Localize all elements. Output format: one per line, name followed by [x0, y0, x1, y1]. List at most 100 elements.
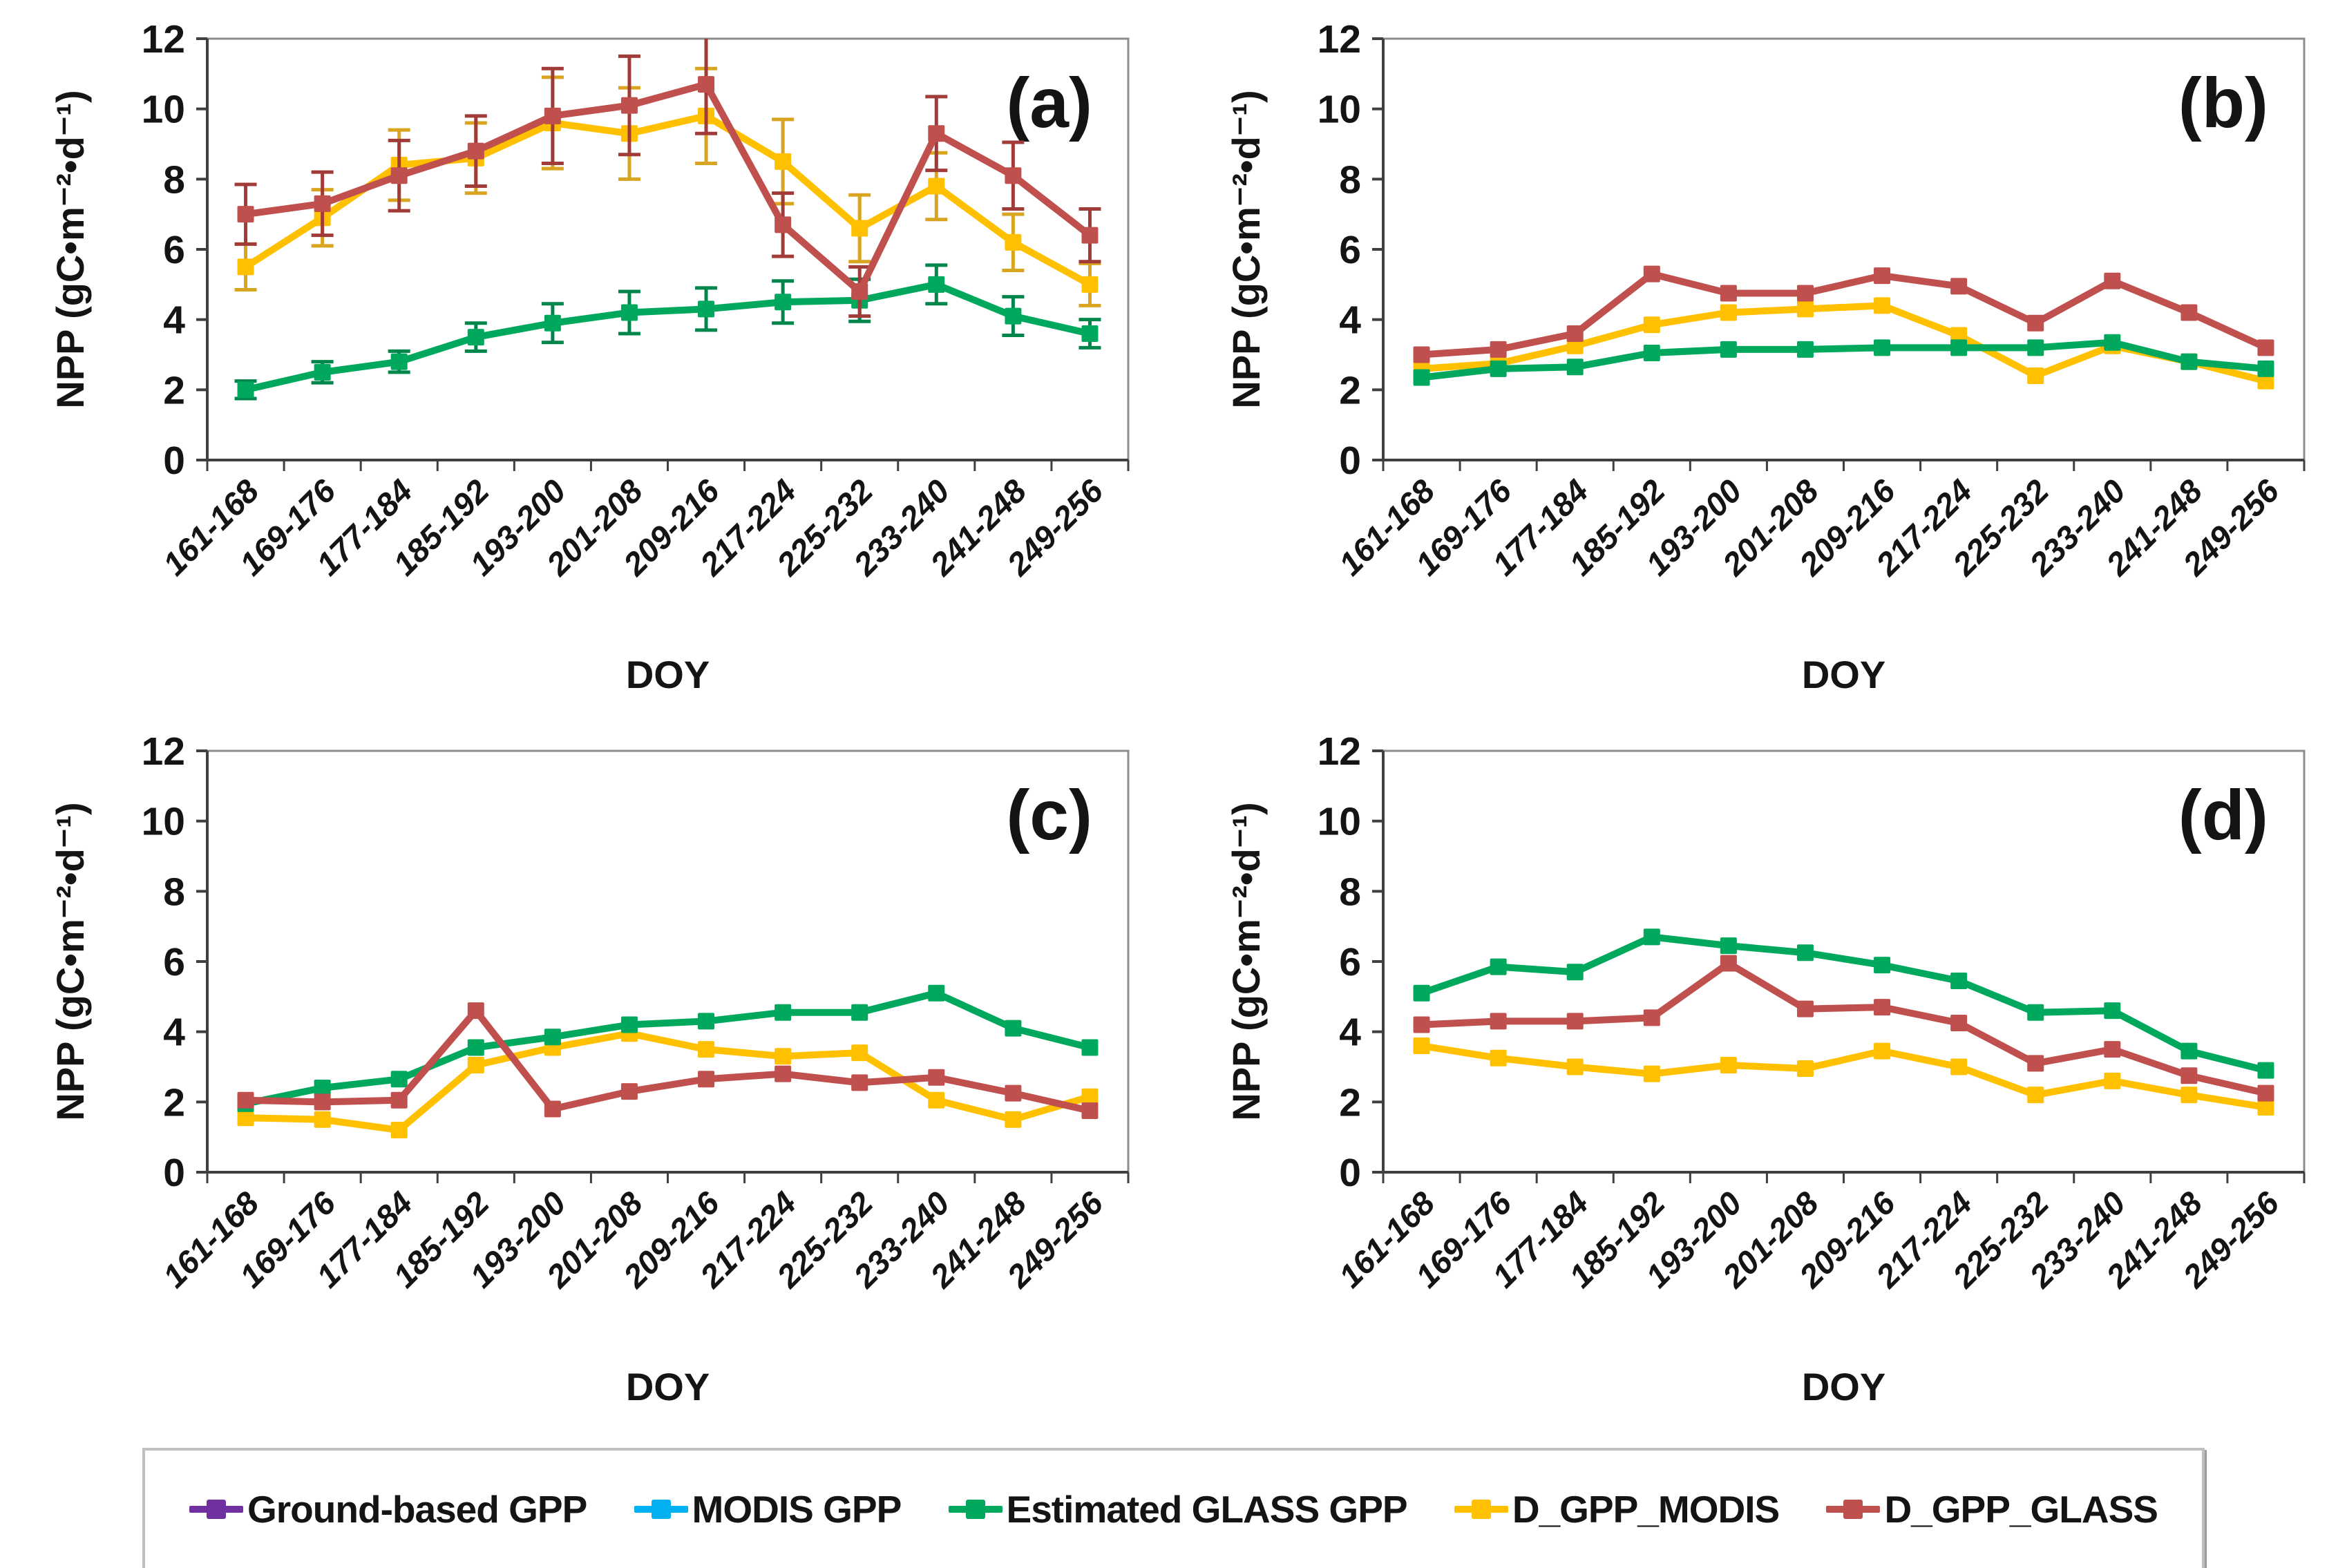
chart-panel-b: 0 2 4 6 8 10 12 161-168 169-176 177-184 185-192 193… — [1214, 6, 2333, 700]
y-tick-label: 0 — [163, 439, 185, 483]
error-bars — [234, 263, 1101, 401]
y-tick-label: 12 — [142, 729, 185, 774]
series-estimated-glass-gpp — [237, 984, 1099, 1112]
series-markers — [1413, 334, 2274, 386]
series-markers — [1413, 928, 2274, 1079]
y-tick-label: 0 — [1339, 439, 1361, 483]
series-line — [1418, 270, 2270, 358]
plot-border — [206, 37, 1130, 461]
chart-d-svg: 0 2 4 6 8 10 12 161-168169-176177-184185-192193… — [1224, 729, 2306, 1408]
series-line — [1418, 338, 2270, 381]
x-tick-labels: 161-168169-176177-184185-192193-200201-2… — [1331, 472, 2286, 583]
y-tick-label: 10 — [1318, 88, 1361, 132]
error-bars — [234, 39, 1101, 318]
y-tick-label: 4 — [1339, 298, 1361, 343]
panel-label: (c) — [1006, 776, 1092, 854]
y-tick-label: 4 — [163, 1011, 185, 1055]
y-tick-label: 4 — [1339, 1011, 1361, 1055]
legend-marker-icon — [948, 1499, 1003, 1520]
y-axis-ticks: 0 2 4 6 8 10 12 — [142, 17, 207, 483]
legend-marker-icon — [1454, 1499, 1508, 1520]
series-markers — [1413, 265, 2274, 363]
series-line — [242, 989, 1094, 1107]
legend-item-2: Estimated GLASS GPP — [948, 1487, 1408, 1531]
y-tick-label: 12 — [142, 17, 185, 61]
series-markers — [237, 1002, 1099, 1120]
series-estimated-glass-gpp — [234, 263, 1101, 401]
y-tick-label: 0 — [163, 1151, 185, 1195]
y-tick-label: 6 — [1339, 228, 1361, 272]
plot-border — [206, 749, 1130, 1174]
y-tick-label: 8 — [1339, 157, 1361, 202]
y-tick-label: 10 — [142, 88, 185, 132]
series-markers — [1413, 955, 2274, 1102]
series-d-gpp-glass — [1413, 265, 2274, 363]
chart-b-svg: 0 2 4 6 8 10 12 161-168169-176177-184185-192193… — [1224, 17, 2306, 696]
series-line — [242, 1007, 1094, 1115]
series-estimated-glass-gpp — [1413, 334, 2274, 386]
x-axis-title: DOY — [1802, 653, 1885, 696]
y-tick-label: 2 — [163, 1080, 185, 1125]
axes — [206, 39, 1128, 461]
y-axis-ticks: 0 2 4 6 8 10 12 — [1318, 729, 1383, 1195]
series-d-gpp-glass — [1413, 955, 2274, 1102]
legend: Ground-based GPP MODIS GPP Estimated GLASS… — [142, 1448, 2205, 1568]
series-d-gpp-modis — [237, 1025, 1099, 1138]
charts-grid: 0 2 4 6 8 10 12 161-168 169-176 177-184 185-192 193… — [0, 6, 2347, 1412]
x-tick-labels: 161-168169-176177-184185-192193-200201-2… — [1331, 1184, 2286, 1295]
series-line — [242, 112, 1094, 288]
legend-item-0: Ground-based GPP — [189, 1487, 587, 1531]
series-d-gpp-modis — [1413, 1038, 2274, 1116]
legend-marker-icon — [634, 1499, 688, 1520]
series-markers — [237, 1025, 1099, 1138]
chart-panel-d: 0 2 4 6 8 10 12 161-168 169-176 177-184 185-192 193… — [1214, 718, 2333, 1412]
y-tick-label: 6 — [1339, 940, 1361, 984]
x-axis-title: DOY — [626, 653, 710, 696]
x-axis-ticks — [206, 1172, 1130, 1183]
legend-item-4: D_GPP_GLASS — [1826, 1487, 2158, 1531]
x-axis-title: DOY — [1802, 1365, 1885, 1408]
y-tick-label: 2 — [1339, 368, 1361, 412]
legend-item-label: D_GPP_GLASS — [1884, 1488, 2158, 1531]
x-axis-ticks — [206, 460, 1130, 471]
y-tick-label: 0 — [1339, 1151, 1361, 1195]
plot-border — [1382, 37, 2306, 461]
y-axis-ticks: 0 2 4 6 8 10 12 — [142, 729, 207, 1195]
y-tick-label: 10 — [142, 800, 185, 844]
axes — [1382, 39, 2304, 461]
series-d-gpp-glass — [237, 1002, 1099, 1120]
legend-item-label: Ground-based GPP — [247, 1488, 587, 1531]
series-line — [242, 1030, 1094, 1134]
y-tick-label: 8 — [163, 870, 185, 914]
y-tick-label: 12 — [1318, 729, 1361, 774]
x-axis-title: DOY — [626, 1365, 710, 1408]
panel-label: (a) — [1006, 64, 1092, 142]
series-markers — [237, 984, 1099, 1112]
chart-panel-c: 0 2 4 6 8 10 12 161-168 169-176 177-184 185-192 193… — [38, 718, 1157, 1412]
y-tick-label: 2 — [163, 368, 185, 412]
series-estimated-glass-gpp — [1413, 928, 2274, 1079]
series-line — [1418, 959, 2270, 1097]
panel-label: (b) — [2178, 64, 2268, 142]
x-axis-ticks — [1382, 460, 2306, 471]
y-axis-title: NPP (gC•m⁻²•d⁻¹) — [1224, 90, 1268, 408]
series-line — [242, 280, 1094, 394]
y-axis-ticks: 0 2 4 6 8 10 12 — [1318, 17, 1383, 483]
axes — [206, 751, 1128, 1174]
y-tick-label: 10 — [1318, 800, 1361, 844]
legend-item-label: Estimated GLASS GPP — [1006, 1488, 1408, 1531]
series-markers — [237, 76, 1099, 300]
legend-marker-icon — [189, 1499, 243, 1520]
legend-item-1: MODIS GPP — [634, 1487, 902, 1531]
x-tick-labels: 161-168169-176177-184185-192193-200201-2… — [155, 472, 1110, 583]
y-tick-label: 4 — [163, 298, 185, 343]
series-line — [1418, 933, 2270, 1074]
chart-c-svg: 0 2 4 6 8 10 12 161-168169-176177-184185-192193… — [48, 729, 1130, 1408]
y-tick-label: 2 — [1339, 1080, 1361, 1125]
chart-panel-a: 0 2 4 6 8 10 12 161-168 169-176 177-184 185-192 193… — [38, 6, 1157, 700]
y-axis-title: NPP (gC•m⁻²•d⁻¹) — [1224, 802, 1268, 1120]
y-tick-label: 6 — [163, 228, 185, 272]
y-tick-label: 12 — [1318, 17, 1361, 61]
chart-a-svg: 0 2 4 6 8 10 12 161-168169-176177-184185-192193… — [48, 17, 1130, 696]
